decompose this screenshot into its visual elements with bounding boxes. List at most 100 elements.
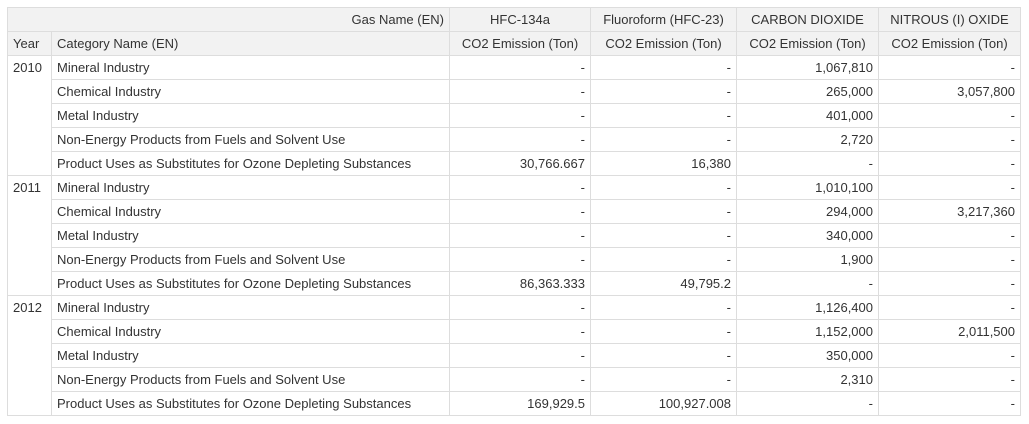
table-row: 2011 Mineral Industry - -1,010,100-: [7, 175, 1021, 296]
category-cell: Metal Industry: [51, 223, 450, 248]
value-cell-nitrous-oxide: -: [878, 55, 1021, 80]
value-cell-fluoroform: -: [590, 343, 737, 368]
category-cell: Chemical Industry: [51, 199, 450, 224]
category-cell: Metal Industry: [51, 343, 450, 368]
table-row: Metal Industry - -401,000-: [8, 103, 1021, 128]
value-cell-nitrous-oxide: -: [878, 127, 1021, 152]
value-cell-fluoroform: 100,927.008: [590, 391, 737, 416]
table-body: 2010 Mineral Industry - -1,067,810- Chemical…: [7, 55, 1021, 416]
value-cell-fluoroform: -: [590, 55, 737, 80]
value-cell-carbon-dioxide: 340,000: [736, 223, 879, 248]
table-row: Metal Industry - -340,000-: [8, 223, 1021, 248]
gas-header-fluoroform[interactable]: Fluoroform (HFC-23): [590, 7, 737, 32]
table-row: Non-Energy Products from Fuels and Solve…: [8, 127, 1021, 152]
value-cell-fluoroform: -: [590, 127, 737, 152]
gas-header-hfc-134a[interactable]: HFC-134a: [449, 7, 591, 32]
table-row: Metal Industry - -350,000-: [8, 343, 1021, 368]
year-cell: 2010: [7, 55, 52, 176]
value-cell-hfc-134a: -: [449, 175, 591, 200]
value-cell-nitrous-oxide: -: [878, 103, 1021, 128]
value-cell-hfc-134a: 30,766.667: [449, 151, 591, 176]
table-row: 2012 Mineral Industry - -1,126,400-: [7, 295, 1021, 416]
value-cell-fluoroform: -: [590, 319, 737, 344]
value-cell-nitrous-oxide: -: [878, 151, 1021, 176]
value-cell-fluoroform: -: [590, 175, 737, 200]
table-header: Gas Name (EN) HFC-134a Fluoroform (HFC-2…: [7, 7, 1021, 56]
value-cell-hfc-134a: -: [449, 79, 591, 104]
category-column-header[interactable]: Category Name (EN): [51, 31, 450, 56]
category-cell: Metal Industry: [51, 103, 450, 128]
value-cell-hfc-134a: 86,363.333: [449, 271, 591, 296]
value-cell-hfc-134a: -: [449, 247, 591, 272]
value-cell-hfc-134a: -: [449, 295, 591, 320]
value-cell-carbon-dioxide: 1,010,100: [736, 175, 879, 200]
category-cell: Mineral Industry: [51, 295, 450, 320]
category-cell: Non-Energy Products from Fuels and Solve…: [51, 367, 450, 392]
value-cell-nitrous-oxide: -: [878, 343, 1021, 368]
value-cell-fluoroform: -: [590, 247, 737, 272]
year-cell: 2011: [7, 175, 52, 296]
value-cell-carbon-dioxide: 265,000: [736, 79, 879, 104]
pivot-table-container: Gas Name (EN) HFC-134a Fluoroform (HFC-2…: [7, 7, 1021, 416]
column-header-row: Year Category Name (EN) CO2 Emission (To…: [7, 31, 1021, 56]
value-cell-hfc-134a: -: [449, 55, 591, 80]
value-cell-carbon-dioxide: 2,310: [736, 367, 879, 392]
value-cell-carbon-dioxide: 294,000: [736, 199, 879, 224]
value-cell-carbon-dioxide: 401,000: [736, 103, 879, 128]
year-column-header[interactable]: Year: [7, 31, 52, 56]
table-row: Chemical Industry - -1,152,000 2,011,500: [8, 319, 1021, 344]
value-cell-nitrous-oxide: -: [878, 223, 1021, 248]
value-cell-carbon-dioxide: 2,720: [736, 127, 879, 152]
value-cell-nitrous-oxide: -: [878, 367, 1021, 392]
category-cell: Chemical Industry: [51, 79, 450, 104]
value-cell-nitrous-oxide: -: [878, 271, 1021, 296]
value-cell-fluoroform: -: [590, 199, 737, 224]
value-cell-hfc-134a: -: [449, 319, 591, 344]
value-cell-hfc-134a: -: [449, 199, 591, 224]
unit-header-hfc-134a[interactable]: CO2 Emission (Ton): [449, 31, 591, 56]
table-row: Non-Energy Products from Fuels and Solve…: [8, 247, 1021, 272]
table-row: Product Uses as Substitutes for Ozone De…: [8, 391, 1021, 416]
value-cell-fluoroform: -: [590, 79, 737, 104]
table-row: 2010 Mineral Industry - -1,067,810-: [7, 55, 1021, 176]
gas-name-label[interactable]: Gas Name (EN): [7, 7, 450, 32]
value-cell-carbon-dioxide: 1,152,000: [736, 319, 879, 344]
value-cell-nitrous-oxide: 3,057,800: [878, 79, 1021, 104]
value-cell-carbon-dioxide: -: [736, 271, 879, 296]
unit-header-fluoroform[interactable]: CO2 Emission (Ton): [590, 31, 737, 56]
value-cell-nitrous-oxide: 2,011,500: [878, 319, 1021, 344]
value-cell-carbon-dioxide: -: [736, 391, 879, 416]
value-cell-fluoroform: 49,795.2: [590, 271, 737, 296]
value-cell-hfc-134a: -: [449, 103, 591, 128]
value-cell-fluoroform: -: [590, 367, 737, 392]
value-cell-hfc-134a: -: [449, 127, 591, 152]
value-cell-nitrous-oxide: 3,217,360: [878, 199, 1021, 224]
gas-name-header-row: Gas Name (EN) HFC-134a Fluoroform (HFC-2…: [7, 7, 1021, 32]
value-cell-fluoroform: -: [590, 295, 737, 320]
value-cell-fluoroform: -: [590, 223, 737, 248]
gas-header-carbon-dioxide[interactable]: CARBON DIOXIDE: [736, 7, 879, 32]
value-cell-carbon-dioxide: -: [736, 151, 879, 176]
table-row: Chemical Industry - -294,000 3,217,360: [8, 199, 1021, 224]
category-cell: Product Uses as Substitutes for Ozone De…: [51, 151, 450, 176]
unit-header-nitrous-oxide[interactable]: CO2 Emission (Ton): [878, 31, 1021, 56]
gas-header-nitrous-oxide[interactable]: NITROUS (I) OXIDE: [878, 7, 1021, 32]
category-cell: Product Uses as Substitutes for Ozone De…: [51, 271, 450, 296]
category-cell: Chemical Industry: [51, 319, 450, 344]
value-cell-fluoroform: 16,380: [590, 151, 737, 176]
value-cell-carbon-dioxide: 1,067,810: [736, 55, 879, 80]
table-row: Product Uses as Substitutes for Ozone De…: [8, 151, 1021, 176]
value-cell-carbon-dioxide: 350,000: [736, 343, 879, 368]
value-cell-hfc-134a: -: [449, 367, 591, 392]
value-cell-carbon-dioxide: 1,900: [736, 247, 879, 272]
value-cell-nitrous-oxide: -: [878, 175, 1021, 200]
category-cell: Mineral Industry: [51, 175, 450, 200]
category-cell: Mineral Industry: [51, 55, 450, 80]
year-cell: 2012: [7, 295, 52, 416]
table-row: Product Uses as Substitutes for Ozone De…: [8, 271, 1021, 296]
table-row: Non-Energy Products from Fuels and Solve…: [8, 367, 1021, 392]
value-cell-nitrous-oxide: -: [878, 247, 1021, 272]
value-cell-hfc-134a: -: [449, 223, 591, 248]
unit-header-carbon-dioxide[interactable]: CO2 Emission (Ton): [736, 31, 879, 56]
value-cell-nitrous-oxide: -: [878, 391, 1021, 416]
